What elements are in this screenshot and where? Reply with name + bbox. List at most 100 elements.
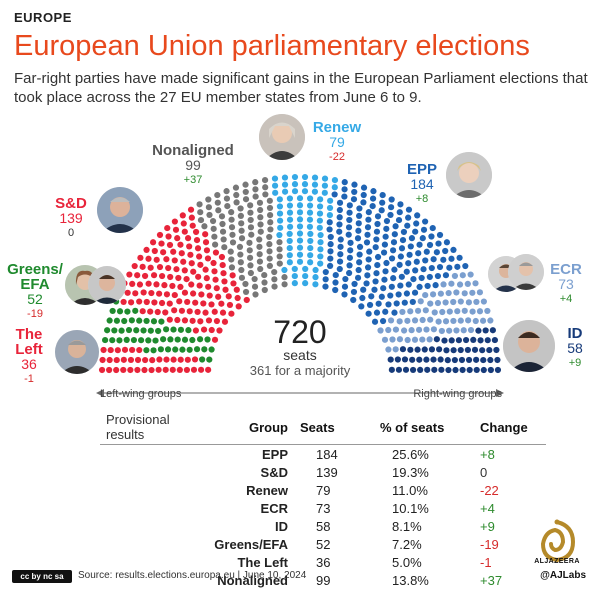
seat-dot (336, 214, 343, 221)
seat-dot (256, 251, 263, 258)
seat-dot (120, 298, 127, 306)
seat-dot (444, 357, 451, 364)
seat-dot (153, 281, 160, 288)
seat-dot (331, 191, 338, 198)
seat-dot (261, 271, 268, 279)
seat-dot (137, 254, 144, 261)
seat-dot (257, 206, 264, 214)
seat-dot (141, 272, 149, 280)
seat-dot (327, 197, 334, 204)
table-row: Greens/EFA 52 7.2% -19 (100, 535, 546, 553)
seat-dot (462, 262, 469, 270)
seat-dot (186, 308, 193, 315)
seat-dot (107, 346, 114, 354)
seat-dot (237, 251, 244, 258)
seat-dot (480, 366, 487, 374)
seat-dot (132, 290, 139, 297)
seat-dot (457, 346, 464, 354)
seat-dot (296, 244, 304, 251)
seat-dot (113, 356, 120, 364)
greens-leader-2-avatar (88, 266, 126, 304)
seat-dot (374, 220, 381, 228)
seat-dot (206, 211, 213, 219)
seat-dot (419, 336, 426, 343)
seat-dot (203, 275, 210, 282)
seat-dot (291, 173, 299, 181)
seat-dot (370, 188, 377, 195)
total-seats: 720 (273, 314, 327, 350)
seat-dot (373, 270, 380, 277)
seat-dot (118, 327, 125, 334)
seat-dot (356, 212, 363, 219)
seat-dot (242, 288, 250, 296)
seat-dot (256, 199, 264, 206)
pct-cell: 11.0% (392, 482, 428, 498)
seat-dot (130, 336, 138, 344)
seat-dot (162, 309, 169, 316)
seat-dot (291, 188, 299, 195)
seat-dot (387, 211, 394, 219)
change-cell: 0 (480, 464, 488, 480)
seat-dot (469, 289, 476, 296)
left-wing-label: Left-wing groups (100, 388, 182, 400)
seat-dot (261, 177, 269, 184)
seat-dot (197, 216, 205, 224)
seat-dot (345, 224, 353, 231)
seat-dot (442, 299, 449, 306)
seat-dot (379, 191, 386, 199)
seat-dot (311, 174, 319, 181)
seat-dot (311, 181, 319, 188)
results-table: Provisional results Group Seats % of sea… (100, 412, 546, 589)
seat-dot (415, 250, 422, 257)
seat-dot (465, 299, 472, 306)
seat-dot (453, 289, 460, 296)
seat-dot (248, 231, 255, 238)
seat-dot (193, 346, 201, 353)
seat-dot (214, 191, 221, 199)
seat-dot (261, 286, 268, 294)
seat-dot (373, 228, 381, 235)
seat-dot (203, 247, 211, 254)
seat-dot (238, 235, 246, 242)
seat-dot (371, 318, 379, 325)
seat-dot (411, 289, 419, 296)
seat-dot (409, 356, 416, 363)
aljazeera-logo-icon (540, 519, 576, 563)
seat-dot (277, 224, 284, 231)
seat-dot (211, 233, 218, 240)
seat-dot (354, 274, 362, 281)
seat-dot (291, 181, 299, 188)
seat-dot (247, 269, 254, 277)
seat-dot (398, 273, 405, 280)
seat-dot (440, 281, 447, 288)
seat-dot (429, 291, 437, 298)
seat-dot (446, 264, 453, 271)
seat-dot (277, 217, 284, 224)
seat-dot (337, 243, 344, 250)
seat-dot (351, 280, 358, 288)
seat-dot (345, 231, 352, 238)
seat-dot (302, 280, 309, 287)
seat-dot (194, 245, 202, 252)
seat-dot (336, 199, 344, 206)
seat-dot (347, 247, 354, 254)
seat-dot (388, 196, 395, 203)
seat-dot (440, 256, 447, 263)
seat-dot (451, 272, 459, 280)
seat-dot (445, 366, 452, 374)
row-spacer (100, 517, 208, 535)
seat-dot (286, 209, 294, 216)
seat-dot (218, 300, 225, 307)
row-spacer (100, 463, 208, 481)
seat-dot (448, 337, 455, 344)
seat-dot (355, 220, 362, 227)
seat-dot (266, 262, 273, 269)
seat-dot (256, 258, 264, 265)
change-cell: +9 (480, 518, 495, 534)
seat-dot (441, 337, 448, 344)
seat-dot (395, 216, 403, 224)
seat-dot (296, 251, 304, 258)
seat-dot (381, 241, 388, 248)
seat-dot (201, 346, 208, 353)
seat-dot (201, 223, 208, 230)
